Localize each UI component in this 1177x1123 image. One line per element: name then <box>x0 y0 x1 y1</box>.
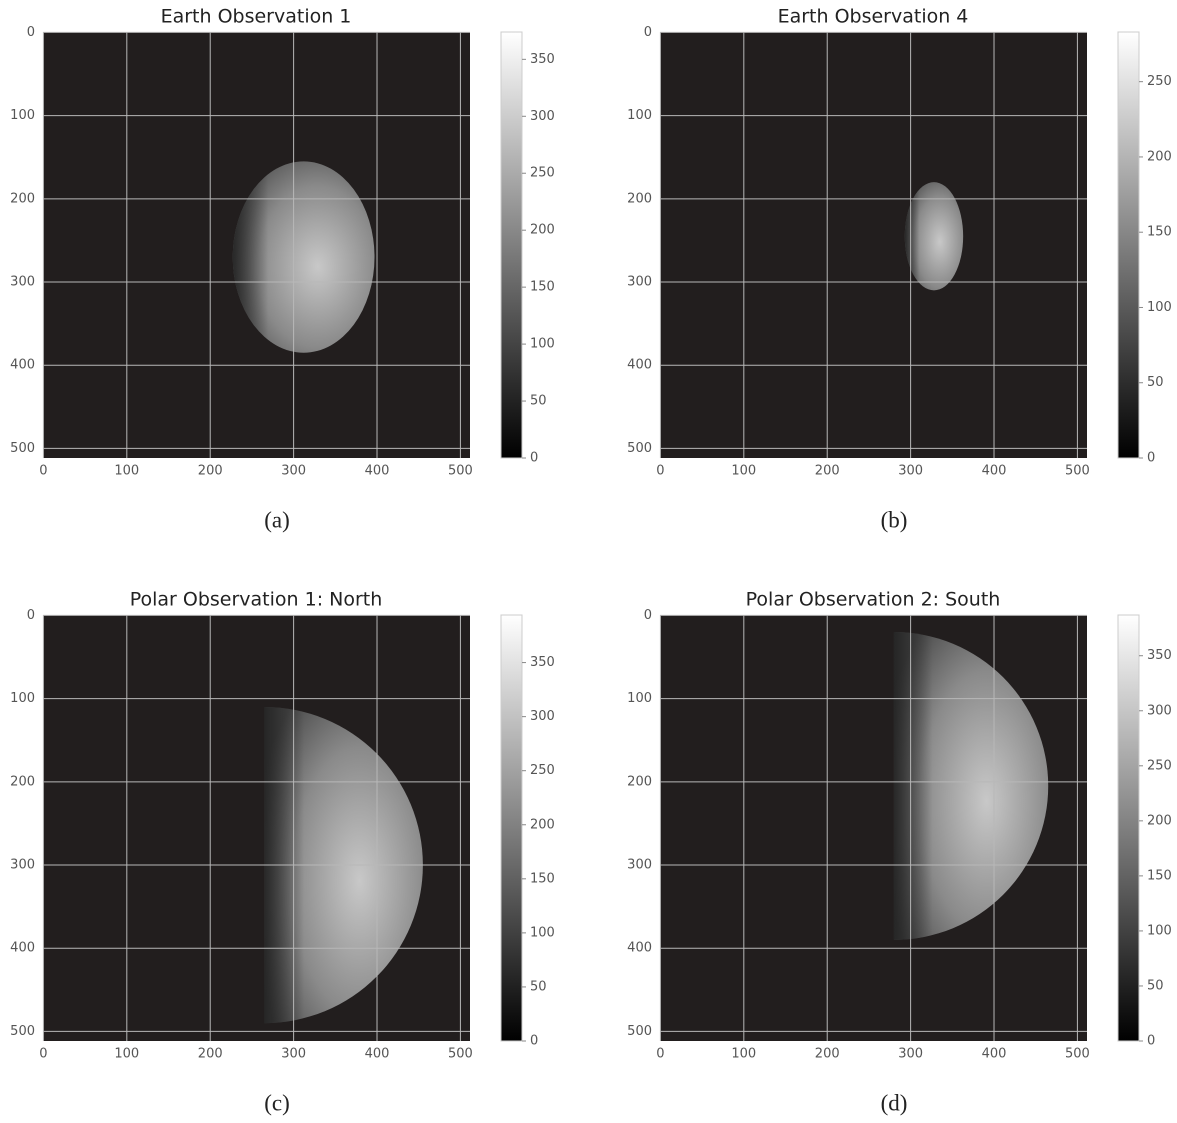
x-tick-label: 400 <box>982 464 1007 479</box>
y-tick-label: 100 <box>10 691 35 706</box>
panel-title: Earth Observation 4 <box>778 6 969 28</box>
colorbar-tick-label: 350 <box>1147 648 1172 663</box>
colorbar-tick-label: 150 <box>530 280 555 295</box>
y-tick-label: 500 <box>10 441 35 456</box>
colorbar-tick-label: 150 <box>1147 225 1172 240</box>
y-tick-label: 300 <box>10 275 35 290</box>
colorbar-tick-label: 100 <box>1147 300 1172 315</box>
y-tick-label: 200 <box>10 191 35 206</box>
y-tick-label: 500 <box>627 1024 652 1039</box>
y-tick-label: 400 <box>10 358 35 373</box>
y-tick-label: 0 <box>644 25 652 40</box>
colorbar <box>1118 615 1139 1041</box>
colorbar <box>501 615 522 1041</box>
x-tick-label: 0 <box>656 464 664 479</box>
colorbar-tick-label: 0 <box>1147 1034 1155 1049</box>
x-tick-label: 200 <box>198 464 223 479</box>
x-tick-label: 0 <box>39 464 47 479</box>
colorbar-tick-label: 0 <box>530 451 538 466</box>
y-tick-label: 200 <box>627 774 652 789</box>
colorbar-tick-label: 50 <box>1147 978 1164 993</box>
panel-title: Polar Observation 1: North <box>130 589 383 611</box>
panel-caption: (c) <box>264 1090 290 1115</box>
colorbar-tick-label: 300 <box>530 709 555 724</box>
y-tick-label: 100 <box>10 108 35 123</box>
colorbar-tick-label: 350 <box>530 655 555 670</box>
x-tick-label: 500 <box>1065 464 1090 479</box>
colorbar-tick-label: 0 <box>530 1034 538 1049</box>
x-tick-label: 0 <box>656 1047 664 1062</box>
panel-caption: (b) <box>881 507 908 532</box>
colorbar-tick-label: 250 <box>530 763 555 778</box>
colorbar-tick-label: 200 <box>530 223 555 238</box>
colorbar-tick-label: 200 <box>1147 813 1172 828</box>
x-tick-label: 400 <box>365 1047 390 1062</box>
y-tick-label: 500 <box>10 1024 35 1039</box>
colorbar-tick-label: 350 <box>530 52 555 67</box>
x-tick-label: 500 <box>448 1047 473 1062</box>
y-tick-label: 200 <box>10 774 35 789</box>
colorbar-tick-label: 250 <box>1147 74 1172 89</box>
x-tick-label: 300 <box>898 1047 923 1062</box>
colorbar-tick-label: 50 <box>530 394 547 409</box>
colorbar-tick-label: 100 <box>530 337 555 352</box>
earth-shade <box>233 161 375 352</box>
y-tick-label: 200 <box>627 191 652 206</box>
y-tick-label: 400 <box>627 358 652 373</box>
x-tick-label: 300 <box>898 464 923 479</box>
y-tick-label: 300 <box>627 275 652 290</box>
colorbar-tick-label: 100 <box>1147 923 1172 938</box>
x-tick-label: 0 <box>39 1047 47 1062</box>
colorbar-tick-label: 200 <box>530 817 555 832</box>
colorbar-tick-label: 50 <box>530 979 547 994</box>
colorbar-tick-label: 250 <box>530 166 555 181</box>
y-tick-label: 300 <box>627 858 652 873</box>
y-tick-label: 400 <box>627 941 652 956</box>
x-tick-label: 300 <box>281 464 306 479</box>
y-tick-label: 0 <box>644 608 652 623</box>
y-tick-label: 400 <box>10 941 35 956</box>
colorbar-tick-label: 150 <box>1147 868 1172 883</box>
x-tick-label: 300 <box>281 1047 306 1062</box>
x-tick-label: 100 <box>731 464 756 479</box>
colorbar-tick-label: 300 <box>1147 703 1172 718</box>
x-tick-label: 200 <box>815 1047 840 1062</box>
panel-caption: (d) <box>881 1090 908 1115</box>
image-content <box>233 161 375 352</box>
y-tick-label: 0 <box>27 608 35 623</box>
x-tick-label: 200 <box>815 464 840 479</box>
figure: Earth Observation 1010020030040050001002… <box>0 0 1177 1123</box>
y-tick-label: 500 <box>627 441 652 456</box>
y-tick-label: 100 <box>627 108 652 123</box>
x-tick-label: 100 <box>114 464 139 479</box>
colorbar-tick-label: 250 <box>1147 758 1172 773</box>
colorbar-tick-label: 50 <box>1147 375 1164 390</box>
colorbar-tick-label: 100 <box>530 925 555 940</box>
y-tick-label: 0 <box>27 25 35 40</box>
colorbar-tick-label: 150 <box>530 871 555 886</box>
colorbar <box>501 32 522 458</box>
x-tick-label: 500 <box>1065 1047 1090 1062</box>
x-tick-label: 100 <box>731 1047 756 1062</box>
image-area <box>660 32 1087 458</box>
panel-title: Polar Observation 2: South <box>746 589 1001 611</box>
x-tick-label: 500 <box>448 464 473 479</box>
panel-caption: (a) <box>264 507 290 532</box>
x-tick-label: 200 <box>198 1047 223 1062</box>
x-tick-label: 400 <box>982 1047 1007 1062</box>
colorbar <box>1118 32 1139 458</box>
x-tick-label: 400 <box>365 464 390 479</box>
x-tick-label: 100 <box>114 1047 139 1062</box>
panel-title: Earth Observation 1 <box>161 6 352 28</box>
y-tick-label: 300 <box>10 858 35 873</box>
y-tick-label: 100 <box>627 691 652 706</box>
colorbar-tick-label: 300 <box>530 109 555 124</box>
colorbar-tick-label: 0 <box>1147 451 1155 466</box>
colorbar-tick-label: 200 <box>1147 149 1172 164</box>
